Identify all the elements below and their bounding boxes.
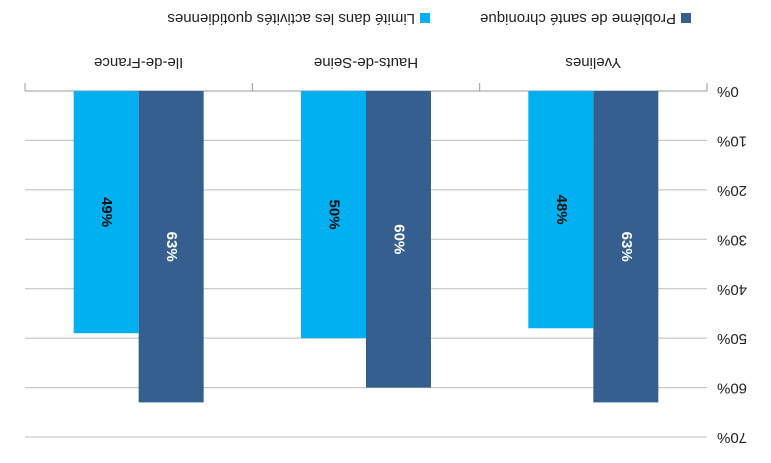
value-label: 60%	[391, 224, 408, 254]
x-tick-label: Ile-de-France	[94, 54, 183, 71]
x-tick-label: Yvelines	[565, 54, 621, 71]
y-tick-label: 30%	[717, 231, 747, 248]
legend-label: Problème de santé chronique	[480, 10, 676, 27]
bar	[366, 91, 431, 388]
legend-label: Limité dans les activités quotidiennes	[167, 10, 415, 27]
bar	[138, 91, 204, 403]
bar	[593, 91, 659, 403]
y-tick-label: 40%	[717, 281, 747, 298]
y-tick-label: 60%	[717, 380, 747, 397]
value-label: 63%	[618, 232, 635, 262]
x-tick-label: Hauts-de-Seine	[314, 54, 418, 71]
y-tick-label: 10%	[717, 132, 747, 149]
legend-swatch	[681, 13, 691, 23]
bar	[301, 91, 366, 339]
y-tick-label: 70%	[717, 429, 747, 446]
legend-swatch	[420, 13, 431, 23]
bar	[73, 91, 139, 334]
y-tick-label: 20%	[717, 182, 747, 199]
y-tick-label: 0%	[717, 83, 739, 100]
y-tick-label: 50%	[717, 330, 747, 347]
bar	[528, 91, 594, 329]
value-label: 48%	[553, 195, 570, 225]
chart-body: 0% 10% 20% 30% 40% 50% 60% 70% Yvelines 63% 48% Hau…	[24, 10, 747, 446]
value-label: 63%	[163, 232, 180, 262]
value-label: 49%	[98, 197, 115, 227]
value-label: 50%	[326, 200, 343, 230]
